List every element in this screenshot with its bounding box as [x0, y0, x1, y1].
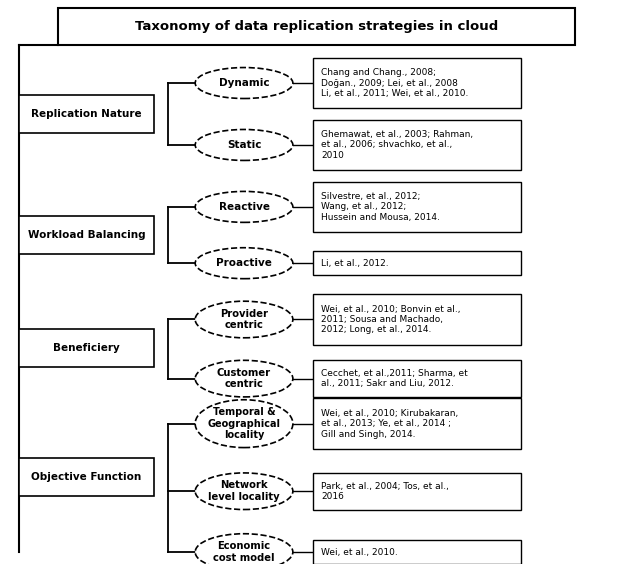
- Text: Reactive: Reactive: [218, 202, 270, 212]
- Text: Proactive: Proactive: [216, 258, 272, 268]
- FancyBboxPatch shape: [313, 120, 522, 170]
- FancyBboxPatch shape: [19, 328, 154, 367]
- Text: Replication Nature: Replication Nature: [31, 109, 142, 119]
- FancyBboxPatch shape: [58, 9, 575, 45]
- FancyBboxPatch shape: [313, 251, 522, 275]
- FancyBboxPatch shape: [313, 294, 522, 345]
- Text: Dynamic: Dynamic: [219, 78, 269, 88]
- FancyBboxPatch shape: [313, 181, 522, 232]
- Text: Static: Static: [227, 140, 261, 150]
- FancyBboxPatch shape: [313, 473, 522, 510]
- Ellipse shape: [195, 129, 293, 160]
- Ellipse shape: [195, 248, 293, 278]
- Text: Li, et al., 2012.: Li, et al., 2012.: [321, 259, 389, 268]
- FancyBboxPatch shape: [19, 458, 154, 496]
- Ellipse shape: [195, 400, 293, 447]
- Ellipse shape: [195, 473, 293, 510]
- FancyBboxPatch shape: [313, 540, 522, 564]
- Text: Ghemawat, et al., 2003; Rahman,
et al., 2006; shvachko, et al.,
2010: Ghemawat, et al., 2003; Rahman, et al., …: [321, 130, 473, 160]
- Text: Provider
centric: Provider centric: [220, 308, 268, 331]
- Text: Workload Balancing: Workload Balancing: [28, 230, 146, 240]
- Ellipse shape: [195, 192, 293, 222]
- Text: Wei, et al., 2010.: Wei, et al., 2010.: [321, 548, 398, 557]
- FancyBboxPatch shape: [313, 360, 522, 397]
- FancyBboxPatch shape: [313, 399, 522, 449]
- Text: Silvestre, et al., 2012;
Wang, et al., 2012;
Hussein and Mousa, 2014.: Silvestre, et al., 2012; Wang, et al., 2…: [321, 192, 440, 222]
- FancyBboxPatch shape: [19, 216, 154, 254]
- Ellipse shape: [195, 301, 293, 338]
- Ellipse shape: [195, 67, 293, 99]
- FancyBboxPatch shape: [313, 58, 522, 108]
- Ellipse shape: [195, 534, 293, 567]
- Text: Wei, et al., 2010; Bonvin et al.,
2011; Sousa and Machado,
2012; Long, et al., 2: Wei, et al., 2010; Bonvin et al., 2011; …: [321, 304, 460, 335]
- Text: Temporal &
Geographical
locality: Temporal & Geographical locality: [208, 407, 280, 440]
- Text: Beneficiery: Beneficiery: [53, 342, 120, 353]
- Text: Cecchet, et al.,2011; Sharma, et
al., 2011; Sakr and Liu, 2012.: Cecchet, et al.,2011; Sharma, et al., 20…: [321, 369, 468, 388]
- Ellipse shape: [195, 360, 293, 397]
- Text: Objective Function: Objective Function: [32, 472, 142, 482]
- Text: Chang and Chang., 2008;
Doğan., 2009; Lei, et al., 2008
Li, et al., 2011; Wei, e: Chang and Chang., 2008; Doğan., 2009; Le…: [321, 68, 468, 98]
- Text: Customer
centric: Customer centric: [217, 368, 271, 390]
- Text: Network
level locality: Network level locality: [208, 480, 280, 502]
- FancyBboxPatch shape: [19, 95, 154, 133]
- Text: Park, et al., 2004; Tos, et al.,
2016: Park, et al., 2004; Tos, et al., 2016: [321, 481, 449, 501]
- Text: Taxonomy of data replication strategies in cloud: Taxonomy of data replication strategies …: [135, 20, 498, 33]
- Text: Wei, et al., 2010; Kirubakaran,
et al., 2013; Ye, et al., 2014 ;
Gill and Singh,: Wei, et al., 2010; Kirubakaran, et al., …: [321, 409, 458, 438]
- Text: Economic
cost model: Economic cost model: [213, 541, 275, 563]
